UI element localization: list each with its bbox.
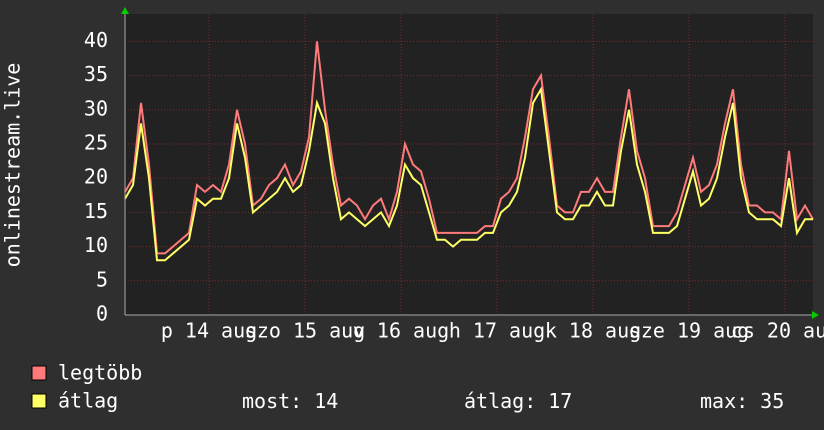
y-tick-label: 0 (96, 302, 108, 326)
y-tick-label: 20 (84, 165, 108, 189)
stat-value: 35 (760, 389, 784, 413)
y-tick-label: 25 (84, 130, 108, 154)
x-tick-label: h 17 aug (449, 319, 545, 343)
stat: most: 14 (242, 389, 338, 413)
x-tick-label: cs 20 aug (731, 319, 824, 343)
y-tick-label: 40 (84, 28, 108, 52)
stat-value: 17 (548, 389, 572, 413)
x-tick-label: szo 15 aug (245, 319, 365, 343)
stat: átlag: 17 (464, 389, 572, 413)
x-tick-label: v 16 aug (353, 319, 449, 343)
stat-label: most: (242, 389, 302, 413)
y-axis-label: onlinestream.live (1, 63, 25, 268)
plot-area (125, 14, 813, 315)
x-tick-label: p 14 aug (161, 319, 257, 343)
y-tick-label: 10 (84, 233, 108, 257)
legend-swatch (31, 393, 47, 409)
y-tick-label: 15 (84, 199, 108, 223)
y-tick-label: 35 (84, 62, 108, 86)
x-tick-label: sze 19 aug (629, 319, 749, 343)
legend-label: átlag (58, 389, 118, 413)
stat-value: 14 (314, 389, 338, 413)
y-arrow (121, 7, 129, 14)
legend-swatch (31, 365, 47, 381)
stat: max: 35 (700, 389, 784, 413)
x-tick-label: k 18 aug (545, 319, 641, 343)
series-line (124, 86, 813, 262)
legend-label: legtöbb (58, 361, 142, 385)
y-tick-label: 30 (84, 96, 108, 120)
x-arrow (812, 311, 819, 319)
series-line (124, 41, 814, 255)
y-tick-label: 5 (96, 267, 108, 291)
stat-label: átlag: (464, 389, 536, 413)
stat-label: max: (700, 389, 748, 413)
